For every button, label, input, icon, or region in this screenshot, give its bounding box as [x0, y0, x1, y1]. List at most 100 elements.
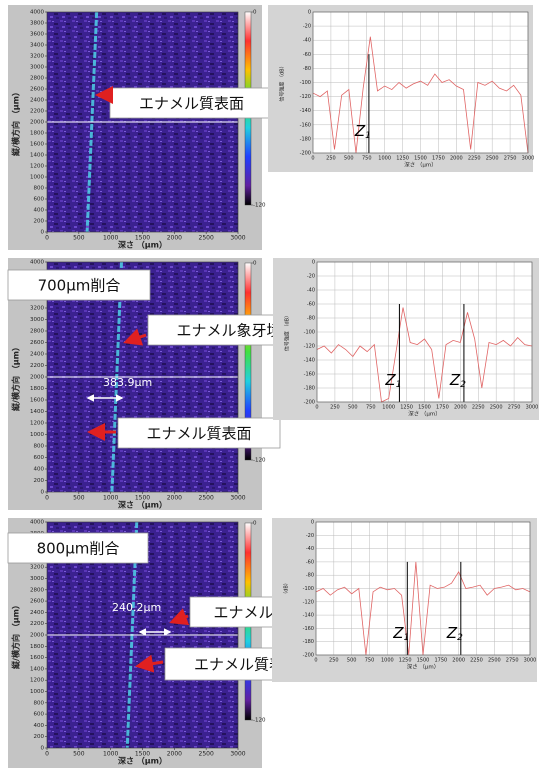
marker-subscript: 1 — [404, 633, 410, 643]
x-tick-label: 2750 — [508, 405, 521, 411]
x-axis-label: 深さ （μm） — [118, 500, 167, 510]
y-tick-label: -60 — [307, 302, 315, 308]
x-tick-label: 500 — [344, 156, 354, 162]
y-axis-label: 信号強度 （dB） — [279, 63, 286, 101]
y-tick-label: 0 — [41, 230, 45, 236]
x-tick-label: 1000 — [382, 405, 395, 411]
x-tick-label: 1000 — [103, 235, 118, 242]
x-tick-label: 2000 — [167, 751, 182, 758]
x-tick-label: 3000 — [230, 751, 245, 758]
marker-letter: Z — [384, 371, 396, 389]
y-tick-label: 2400 — [30, 352, 44, 358]
x-tick-label: 500 — [73, 751, 85, 758]
x-axis-label: 深さ （μm） — [408, 410, 441, 418]
x-tick-label: 1000 — [381, 658, 394, 664]
x-tick-label: 1750 — [436, 405, 449, 411]
y-tick-label: 800 — [34, 186, 45, 192]
x-tick-label: 2750 — [506, 658, 519, 664]
y-tick-label: -180 — [304, 386, 315, 392]
x-tick-label: 2500 — [199, 235, 214, 242]
y-tick-label: 1800 — [30, 386, 44, 392]
colorbar-tick-label: 0 — [253, 521, 257, 527]
y-tick-label: 200 — [34, 734, 45, 740]
y-tick-label: -60 — [303, 52, 311, 58]
y-tick-label: -120 — [300, 94, 311, 100]
colorbar-tick-label: 0 — [253, 261, 257, 267]
y-tick-label: -160 — [300, 122, 311, 128]
y-tick-label: 400 — [34, 208, 45, 214]
y-tick-label: 200 — [34, 478, 45, 484]
y-tick-label: 3400 — [30, 43, 44, 49]
y-tick-label: 2600 — [30, 87, 44, 93]
y-tick-label: 1600 — [30, 655, 44, 661]
y-tick-label: -20 — [307, 274, 315, 280]
y-tick-label: 1800 — [30, 644, 44, 650]
marker-letter: Z — [446, 624, 458, 642]
x-tick-label: 2000 — [167, 495, 182, 502]
y-tick-label: 3000 — [30, 576, 44, 582]
marker-letter: Z — [392, 624, 404, 642]
x-tick-label: 500 — [73, 495, 85, 502]
y-tick-label: -40 — [307, 288, 315, 294]
x-tick-label: 3000 — [230, 235, 245, 242]
y-tick-label: 600 — [34, 712, 45, 718]
y-tick-label: -200 — [303, 653, 314, 659]
y-tick-label: -100 — [300, 80, 311, 86]
y-tick-label: 0 — [311, 520, 314, 526]
y-tick-label: 0 — [312, 260, 315, 266]
x-tick-label: 750 — [365, 658, 375, 664]
y-tick-label: 3200 — [30, 306, 44, 312]
y-tick-label: 2200 — [30, 109, 44, 115]
y-tick-label: -80 — [303, 66, 311, 72]
x-tick-label: 3000 — [522, 156, 535, 162]
y-tick-label: 2800 — [30, 587, 44, 593]
marker-subscript: 1 — [396, 380, 402, 390]
y-tick-label: -80 — [306, 573, 314, 579]
y-tick-label: 2000 — [30, 120, 44, 126]
colorbar-tick-label: -120 — [253, 203, 266, 209]
y-tick-label: 2400 — [30, 610, 44, 616]
x-tick-label: 3000 — [524, 658, 537, 664]
y-tick-label: -180 — [303, 639, 314, 645]
y-tick-label: 4000 — [30, 520, 44, 526]
x-tick-label: 500 — [347, 658, 357, 664]
y-tick-label: 3200 — [30, 54, 44, 60]
x-tick-label: 0 — [45, 495, 49, 502]
y-tick-label: 0 — [308, 10, 311, 16]
y-tick-label: 3000 — [30, 65, 44, 71]
y-tick-label: -80 — [307, 316, 315, 322]
x-tick-label: 1000 — [103, 495, 118, 502]
x-tick-label: 250 — [330, 405, 340, 411]
y-tick-label: 2400 — [30, 98, 44, 104]
y-tick-label: 2800 — [30, 329, 44, 335]
marker-letter: Z — [449, 371, 461, 389]
x-axis-label: 深さ （μm） — [118, 240, 167, 250]
y-tick-label: -160 — [304, 372, 315, 378]
y-tick-label: -60 — [306, 559, 314, 565]
x-tick-label: 0 — [45, 235, 49, 242]
y-tick-label: 2200 — [30, 621, 44, 627]
y-tick-label: -160 — [303, 626, 314, 632]
x-tick-label: 2250 — [470, 658, 483, 664]
x-tick-label: 1500 — [414, 156, 427, 162]
y-tick-label: 2600 — [30, 340, 44, 346]
y-axis-label: （dB） — [284, 580, 290, 597]
x-tick-label: 750 — [362, 156, 372, 162]
y-tick-label: 2000 — [30, 633, 44, 639]
y-tick-label: 2600 — [30, 599, 44, 605]
x-tick-label: 0 — [311, 156, 314, 162]
x-tick-label: 2500 — [490, 405, 503, 411]
y-tick-label: -140 — [300, 108, 311, 114]
x-tick-label: 2500 — [199, 751, 214, 758]
x-tick-label: 2000 — [167, 235, 182, 242]
x-tick-label: 2500 — [486, 156, 499, 162]
y-tick-label: 600 — [34, 455, 45, 461]
y-tick-label: 1200 — [30, 164, 44, 170]
y-tick-label: 4000 — [30, 260, 44, 266]
x-tick-label: 1750 — [432, 156, 445, 162]
y-tick-label: 1200 — [30, 678, 44, 684]
y-axis-label: 縦/横方向 （μm） — [11, 88, 21, 156]
y-tick-label: -120 — [303, 599, 314, 605]
marker-letter: Z — [354, 122, 366, 140]
y-tick-label: 2000 — [30, 375, 44, 381]
